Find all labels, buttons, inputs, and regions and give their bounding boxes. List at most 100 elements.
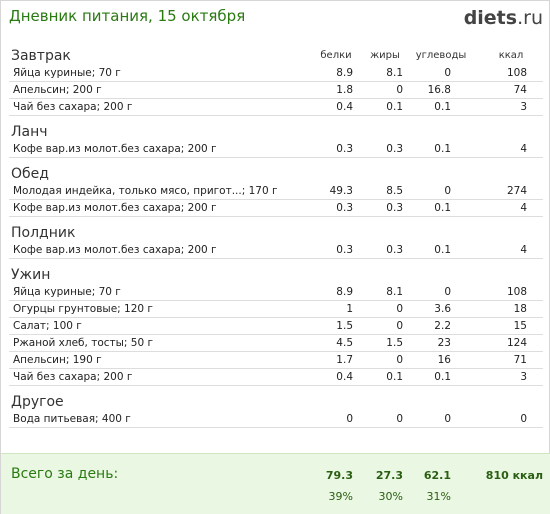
header: Дневник питания, 15 октября diets.ru bbox=[9, 7, 543, 31]
food-name: Чай без сахара; 200 г bbox=[13, 371, 133, 383]
kcal-value: 108 bbox=[506, 67, 527, 79]
page-title: Дневник питания, 15 октября bbox=[9, 7, 246, 25]
row-cell-group: Молодая индейка, только мясо, пригот...;… bbox=[9, 183, 543, 200]
table-row[interactable]: Кофе вар.из молот.без сахара; 200 г 0.3 0.… bbox=[1, 141, 550, 158]
food-name: Молодая индейка, только мясо, пригот...;… bbox=[13, 185, 278, 197]
fat-value: 8.5 bbox=[386, 185, 403, 197]
row-cell-group: Чай без сахара; 200 г 0.4 0.1 0.1 3 bbox=[9, 369, 543, 386]
row-cell-group: Кофе вар.из молот.без сахара; 200 г 0.3 0.… bbox=[9, 141, 543, 158]
carbs-value: 0 bbox=[444, 286, 451, 298]
protein-value: 0.3 bbox=[336, 202, 353, 214]
food-diary-table: Завтрак белки жиры углеводы ккал Яйца куриные… bbox=[1, 46, 550, 434]
carbs-value: 0.1 bbox=[434, 371, 451, 383]
protein-value: 1.7 bbox=[336, 354, 353, 366]
row-cell-group: Яйца куриные; 70 г 8.9 8.1 0 108 bbox=[9, 65, 543, 82]
row-cell-group: Салат; 100 г 1.5 0 2.2 15 bbox=[9, 318, 543, 335]
section-header: Ужин bbox=[1, 265, 550, 284]
table-row[interactable]: Яйца куриные; 70 г 8.9 8.1 0 108 bbox=[1, 65, 550, 82]
carbs-value: 0.1 bbox=[434, 244, 451, 256]
carbs-value: 16.8 bbox=[427, 84, 451, 96]
section-header: Ланч bbox=[1, 122, 550, 141]
food-name: Кофе вар.из молот.без сахара; 200 г bbox=[13, 143, 217, 155]
table-row[interactable]: Чай без сахара; 200 г 0.4 0.1 0.1 3 bbox=[1, 369, 550, 386]
fat-value: 0 bbox=[396, 84, 403, 96]
percent-protein: 39% bbox=[328, 490, 353, 503]
food-name: Вода питьевая; 400 г bbox=[13, 413, 131, 425]
protein-value: 1.8 bbox=[336, 84, 353, 96]
protein-value: 8.9 bbox=[336, 67, 353, 79]
daily-total: Всего за день: 79.3 27.3 62.1 810 ккал 3… bbox=[1, 453, 550, 514]
total-protein: 79.3 bbox=[325, 469, 353, 482]
total-label: Всего за день: bbox=[11, 466, 119, 482]
table-row[interactable]: Кофе вар.из молот.без сахара; 200 г 0.3 0.… bbox=[1, 200, 550, 217]
fat-value: 8.1 bbox=[386, 67, 403, 79]
fat-value: 0.1 bbox=[386, 101, 403, 113]
section-header: Завтрак белки жиры углеводы ккал bbox=[1, 46, 550, 65]
table-row[interactable]: Апельсин; 190 г 1.7 0 16 71 bbox=[1, 352, 550, 369]
food-name: Яйца куриные; 70 г bbox=[13, 286, 121, 298]
section-title: Завтрак bbox=[11, 48, 71, 64]
protein-value: 1 bbox=[346, 303, 353, 315]
table-row[interactable]: Кофе вар.из молот.без сахара; 200 г 0.3 0.… bbox=[1, 242, 550, 259]
food-name: Апельсин; 200 г bbox=[13, 84, 102, 96]
table-row[interactable]: Апельсин; 200 г 1.8 0 16.8 74 bbox=[1, 82, 550, 99]
table-row[interactable]: Вода питьевая; 400 г 0 0 0 0 bbox=[1, 411, 550, 428]
kcal-value: 71 bbox=[513, 354, 527, 366]
protein-value: 0.4 bbox=[336, 371, 353, 383]
protein-value: 0.3 bbox=[336, 244, 353, 256]
table-row[interactable]: Яйца куриные; 70 г 8.9 8.1 0 108 bbox=[1, 284, 550, 301]
food-name: Кофе вар.из молот.без сахара; 200 г bbox=[13, 244, 217, 256]
food-name: Огурцы грунтовые; 120 г bbox=[13, 303, 153, 315]
column-header: ккал bbox=[498, 50, 524, 61]
table-row[interactable]: Салат; 100 г 1.5 0 2.2 15 bbox=[1, 318, 550, 335]
section-header: Другое bbox=[1, 392, 550, 411]
row-cell-group: Апельсин; 190 г 1.7 0 16 71 bbox=[9, 352, 543, 369]
row-cell-group: Кофе вар.из молот.без сахара; 200 г 0.3 0.… bbox=[9, 200, 543, 217]
protein-value: 0.4 bbox=[336, 101, 353, 113]
fat-value: 0 bbox=[396, 354, 403, 366]
fat-value: 0.3 bbox=[386, 202, 403, 214]
fat-value: 1.5 bbox=[386, 337, 403, 349]
fat-value: 0 bbox=[396, 413, 403, 425]
fat-value: 0 bbox=[396, 320, 403, 332]
table-row[interactable]: Огурцы грунтовые; 120 г 1 0 3.6 18 bbox=[1, 301, 550, 318]
fat-value: 8.1 bbox=[386, 286, 403, 298]
food-name: Чай без сахара; 200 г bbox=[13, 101, 133, 113]
protein-value: 4.5 bbox=[336, 337, 353, 349]
kcal-value: 74 bbox=[513, 84, 527, 96]
section-header: Полдник bbox=[1, 223, 550, 242]
total-kcal: 810 ккал bbox=[485, 469, 543, 482]
row-cell-group: Яйца куриные; 70 г 8.9 8.1 0 108 bbox=[9, 284, 543, 301]
total-carbs: 62.1 bbox=[423, 469, 451, 482]
protein-value: 49.3 bbox=[329, 185, 353, 197]
table-row[interactable]: Ржаной хлеб, тосты; 50 г 4.5 1.5 23 124 bbox=[1, 335, 550, 352]
fat-value: 0 bbox=[396, 303, 403, 315]
fat-value: 0.3 bbox=[386, 143, 403, 155]
protein-value: 0 bbox=[346, 413, 353, 425]
section-title: Полдник bbox=[11, 225, 76, 241]
kcal-value: 4 bbox=[520, 143, 527, 155]
carbs-value: 2.2 bbox=[434, 320, 451, 332]
food-name: Салат; 100 г bbox=[13, 320, 82, 332]
column-header: углеводы bbox=[415, 50, 467, 61]
section-title: Ужин bbox=[11, 267, 51, 283]
carbs-value: 0 bbox=[444, 185, 451, 197]
section-header: Обед bbox=[1, 164, 550, 183]
food-name: Ржаной хлеб, тосты; 50 г bbox=[13, 337, 154, 349]
column-header: жиры bbox=[370, 50, 400, 61]
carbs-value: 0 bbox=[444, 67, 451, 79]
protein-value: 1.5 bbox=[336, 320, 353, 332]
percent-fat: 30% bbox=[378, 490, 403, 503]
food-name: Яйца куриные; 70 г bbox=[13, 67, 121, 79]
row-cell-group: Огурцы грунтовые; 120 г 1 0 3.6 18 bbox=[9, 301, 543, 318]
site-logo[interactable]: diets.ru bbox=[464, 7, 543, 29]
section-spacer bbox=[1, 428, 550, 434]
carbs-value: 3.6 bbox=[434, 303, 451, 315]
table-row[interactable]: Молодая индейка, только мясо, пригот...;… bbox=[1, 183, 550, 200]
table-row[interactable]: Чай без сахара; 200 г 0.4 0.1 0.1 3 bbox=[1, 99, 550, 116]
carbs-value: 0.1 bbox=[434, 143, 451, 155]
row-cell-group: Кофе вар.из молот.без сахара; 200 г 0.3 0.… bbox=[9, 242, 543, 259]
row-cell-group: Ржаной хлеб, тосты; 50 г 4.5 1.5 23 124 bbox=[9, 335, 543, 352]
kcal-value: 4 bbox=[520, 244, 527, 256]
percent-carbs: 31% bbox=[426, 490, 451, 503]
